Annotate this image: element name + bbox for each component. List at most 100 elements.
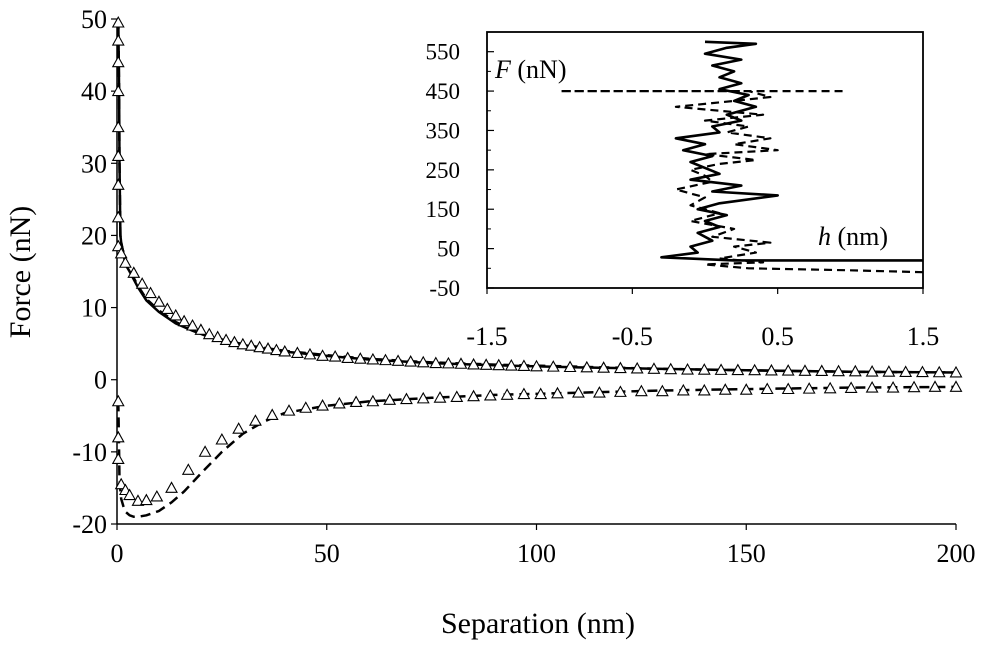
main-plot: -20 -10 0 10 20 30 40 50 0 50 100 150 200 [72, 5, 975, 568]
triangle-marker [111, 394, 125, 407]
triangle-marker [949, 380, 963, 392]
triangle-marker [441, 356, 455, 369]
triangle-marker [802, 382, 816, 394]
triangle-marker [111, 34, 125, 46]
triangle-marker [613, 361, 627, 374]
triangle-marker [114, 246, 128, 259]
triangle-marker [492, 358, 506, 371]
triangle-marker [433, 391, 447, 403]
triangle-marker [400, 392, 413, 405]
triangle-marker [932, 365, 946, 378]
triangle-marker [194, 323, 208, 335]
triangle-marker [580, 360, 594, 373]
triangle-marker [111, 430, 125, 443]
inset-y-label-italic: F [494, 55, 512, 84]
triangle-marker [391, 354, 405, 366]
triangle-marker [714, 363, 728, 375]
y-tick-label: 20 [81, 221, 107, 250]
triangle-marker [865, 365, 879, 377]
x-tick-label: 100 [517, 539, 556, 568]
triangle-marker [572, 386, 585, 398]
y-axis-label: Force (nN) [4, 206, 37, 338]
triangle-marker [152, 295, 166, 307]
triangle-marker [798, 364, 812, 376]
triangle-marker [290, 346, 304, 358]
inset-y-tick-label: 450 [426, 79, 461, 104]
triangle-marker [278, 344, 292, 357]
triangle-marker [123, 488, 137, 501]
triangle-marker [832, 364, 845, 377]
triangle-marker [823, 381, 837, 394]
triangle-marker [634, 384, 648, 397]
triangle-marker [215, 432, 229, 445]
triangle-marker [899, 365, 913, 377]
inset-x-label-rest: (nm) [831, 222, 888, 251]
triangle-marker [249, 414, 262, 426]
triangle-marker [160, 302, 174, 314]
triangle-marker [127, 266, 141, 278]
triangle-marker [316, 399, 329, 411]
triangle-marker [228, 335, 241, 348]
triangle-marker [111, 55, 125, 68]
triangle-marker [379, 353, 392, 366]
triangle-marker [551, 386, 564, 399]
triangle-marker [781, 382, 795, 395]
triangle-marker [244, 339, 258, 351]
triangle-marker [111, 178, 125, 190]
inset-x-tick-label: 0.5 [761, 322, 794, 351]
y-tick-label: -20 [72, 510, 107, 539]
triangle-marker [111, 84, 125, 97]
triangle-marker [647, 362, 661, 374]
triangle-marker [882, 365, 896, 377]
triangle-marker [366, 394, 380, 407]
triangle-marker [848, 364, 862, 377]
triangle-marker [404, 355, 418, 367]
triangle-marker [131, 494, 145, 506]
triangle-marker [341, 351, 355, 364]
triangle-marker [111, 210, 125, 223]
triangle-marker [219, 333, 233, 345]
triangle-marker [916, 365, 929, 378]
triangle-marker [111, 15, 125, 28]
triangle-marker [764, 363, 778, 376]
triangle-marker [928, 380, 942, 392]
triangle-marker [332, 396, 346, 409]
y-tick-label: 30 [81, 149, 107, 178]
y-tick-label: 50 [81, 5, 107, 34]
triangle-marker [150, 489, 164, 502]
triangle-marker [534, 387, 548, 400]
inset-x-tick-label: 1.5 [907, 322, 940, 351]
triangle-marker [697, 363, 711, 375]
triangle-marker [563, 360, 577, 373]
triangle-marker [815, 364, 829, 377]
triangle-marker [111, 120, 125, 133]
triangle-marker [232, 422, 246, 434]
triangle-marker [169, 308, 183, 321]
triangle-marker [949, 365, 963, 378]
triangle-marker [261, 342, 275, 354]
triangle-marker [450, 390, 464, 402]
triangle-marker [681, 362, 694, 375]
triangle-marker [886, 381, 900, 393]
triangle-marker [198, 445, 212, 457]
triangle-marker [907, 380, 921, 393]
triangle-marker [139, 493, 153, 506]
triangle-marker [253, 340, 267, 353]
triangle-marker [530, 359, 543, 372]
y-tick-label: 0 [94, 366, 107, 395]
triangle-marker [165, 481, 178, 493]
inset-plot: -50 50 150 250 350 450 550 -1.5 -0.5 0.5 1.5 F (nN)… [426, 31, 940, 351]
x-tick-label: 150 [727, 539, 766, 568]
triangle-marker [748, 363, 762, 376]
triangle-marker [697, 383, 711, 396]
triangle-marker [844, 381, 858, 393]
series-line [117, 385, 957, 519]
inset-y-axis-label: F (nN) [494, 55, 566, 84]
triangle-marker [613, 385, 627, 397]
triangle-marker [739, 383, 753, 395]
triangle-marker [731, 363, 745, 376]
inset-y-tick-label: 50 [437, 237, 460, 262]
inset-y-tick-label: 250 [426, 158, 461, 183]
triangle-marker [353, 352, 367, 364]
